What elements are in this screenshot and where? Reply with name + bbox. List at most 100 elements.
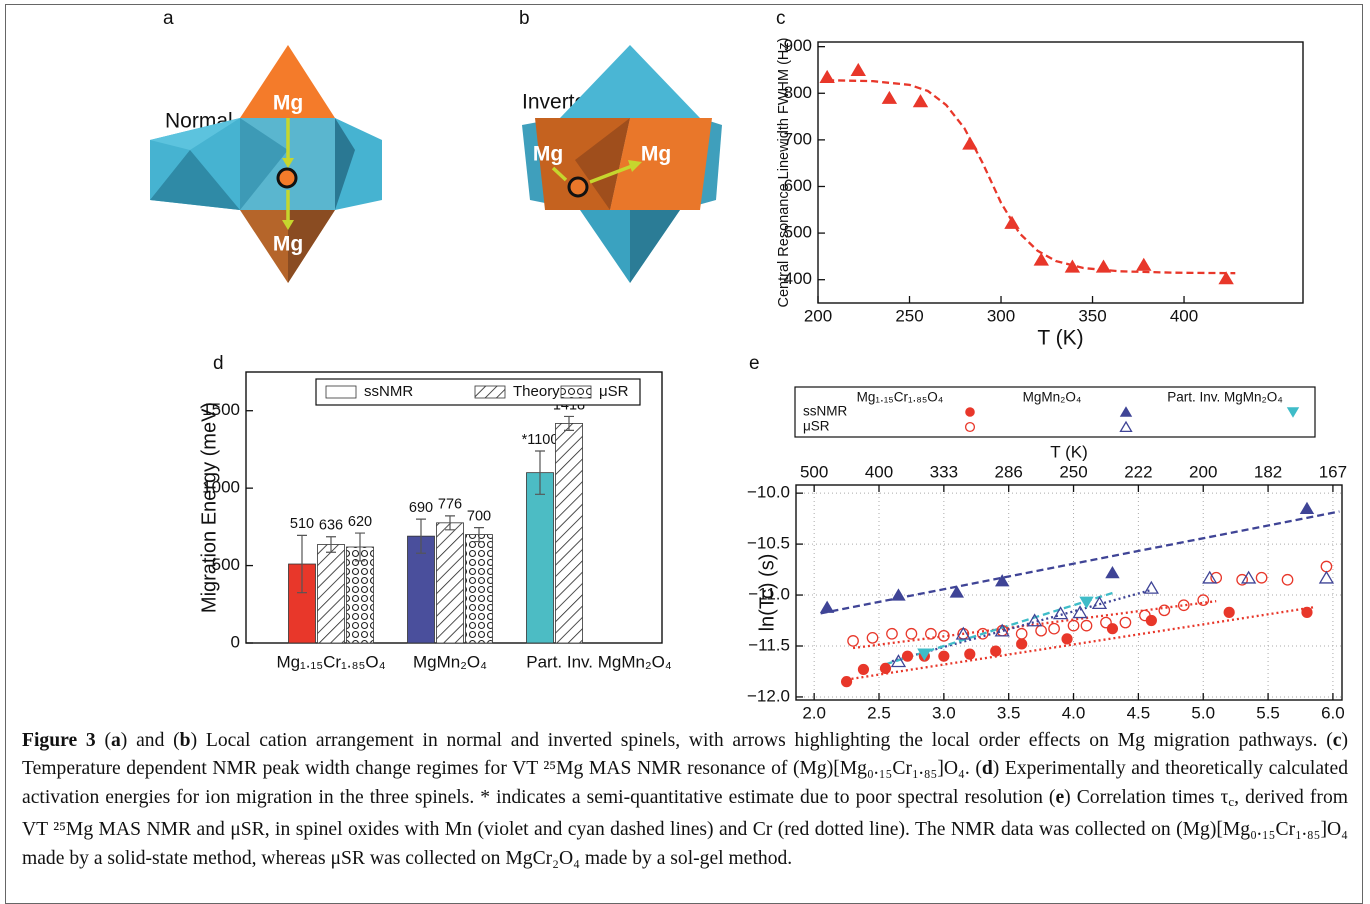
legend-label: μSR (599, 383, 629, 400)
marker (1033, 252, 1049, 266)
y-tick-label: 0 (231, 632, 240, 651)
y-tick-label: 900 (784, 36, 812, 55)
marker (912, 94, 929, 108)
x-tick-label: 400 (1170, 306, 1198, 325)
bar (465, 534, 493, 644)
legend-label: Theory (513, 383, 560, 400)
marker (905, 627, 918, 640)
caption-run: e (1055, 786, 1065, 808)
y-tick-label: −10.0 (747, 483, 790, 502)
caption-run: , derived from VT ²⁵Mg MAS NMR and μSR, … (22, 786, 1348, 869)
marker (937, 629, 950, 642)
marker (1143, 580, 1159, 594)
diagram-a: a Normal Mg Mg (150, 8, 382, 283)
marker (1016, 638, 1028, 650)
plot-frame (817, 41, 1304, 304)
marker (890, 654, 907, 668)
panel-label: e (749, 353, 760, 374)
marker (995, 574, 1010, 587)
caption-run: ) Temperature dependent NMR peak width c… (22, 730, 1348, 780)
marker (1061, 633, 1073, 645)
error-bar (535, 450, 545, 495)
legend-row: ssNMR (803, 404, 847, 419)
marker (1177, 599, 1190, 612)
y-tick-label: 500 (784, 223, 812, 242)
error-bar (445, 515, 455, 531)
x-tick-label: 4.0 (1062, 703, 1086, 722)
chart-c: c 400 500 600 700 800 900 200 250 300 350 400 T (K) C… (776, 8, 1304, 350)
legend: ssNMR Theory μSR (315, 378, 641, 406)
legend-swatch (325, 385, 357, 399)
legend-column: MgMn₂O₄ (1023, 390, 1082, 405)
octahedron (150, 150, 240, 210)
marker (850, 62, 866, 76)
marker (1218, 271, 1234, 285)
marker (1035, 624, 1047, 637)
chart-e: e −10.0 −10.5 −11.0 −11.5 −12.0 2.0 2.5 3.0 3.5 4.… (747, 353, 1347, 726)
marker (879, 662, 892, 675)
arrow-head (628, 160, 642, 172)
y-tick-label: 600 (784, 176, 812, 195)
marker (962, 136, 978, 150)
x-tick-label: 350 (1078, 306, 1106, 325)
marker (1052, 606, 1069, 620)
marker (866, 631, 879, 644)
marker (886, 627, 898, 640)
x-axis-label: 1000/T (K⁻¹) (1011, 724, 1128, 726)
data-label: 700 (467, 508, 491, 524)
marker (1095, 259, 1112, 273)
x2-tick-label: 286 (995, 462, 1023, 481)
marker (1318, 570, 1335, 584)
plot-frame (795, 484, 1343, 701)
tetrahedron (575, 118, 630, 210)
marker (1105, 565, 1120, 579)
data-label: 776 (438, 497, 462, 513)
marker (1048, 622, 1060, 635)
marker (994, 623, 1010, 637)
bar (555, 423, 583, 644)
legend-row: μSR (803, 419, 830, 434)
panel-label: d (213, 353, 224, 374)
y-tick-label: 500 (212, 555, 240, 574)
error-bar (416, 518, 426, 554)
arrow (589, 164, 633, 184)
marker (891, 588, 906, 601)
x2-tick-label: 222 (1124, 462, 1152, 481)
marker (840, 676, 853, 688)
marker (881, 90, 898, 104)
marker (1026, 613, 1043, 627)
y-axis-label: Migration Energy (meV) (198, 402, 220, 613)
marker (949, 585, 965, 598)
error-bar (355, 532, 365, 562)
x-tick-label: 3.0 (932, 703, 956, 722)
marker (1064, 259, 1081, 273)
x-tick-label: 2.5 (867, 703, 891, 722)
x2-tick-label: 200 (1189, 462, 1217, 481)
tetrahedron (288, 210, 335, 283)
caption-run: ) and ( (120, 730, 180, 751)
data-label: 620 (348, 514, 372, 530)
arrow (551, 166, 568, 182)
figure: a Normal Mg Mg b Inverted Mg Mg (150, 8, 1347, 726)
marker (1015, 627, 1028, 640)
x-tick-label: 4.5 (1127, 703, 1151, 722)
vacancy (567, 176, 589, 198)
marker (1202, 570, 1218, 584)
marker (1004, 215, 1020, 229)
data-label: 636 (319, 518, 343, 534)
error-bar (297, 534, 307, 594)
legend-swatch (560, 385, 592, 399)
caption-run: c (1332, 730, 1342, 751)
legend-column: Mg₁.₁₅Cr₁.₈₅O₄ (857, 390, 944, 405)
fit-line (852, 600, 1217, 650)
legend-marker (1119, 406, 1133, 417)
fit-line (820, 510, 1340, 615)
caption-run: b (179, 730, 191, 751)
diagram-b: b Inverted Mg Mg (519, 8, 722, 283)
marker (1236, 573, 1248, 586)
x2-tick-label: 182 (1254, 462, 1282, 481)
octahedron (335, 118, 355, 210)
bar (288, 563, 316, 644)
